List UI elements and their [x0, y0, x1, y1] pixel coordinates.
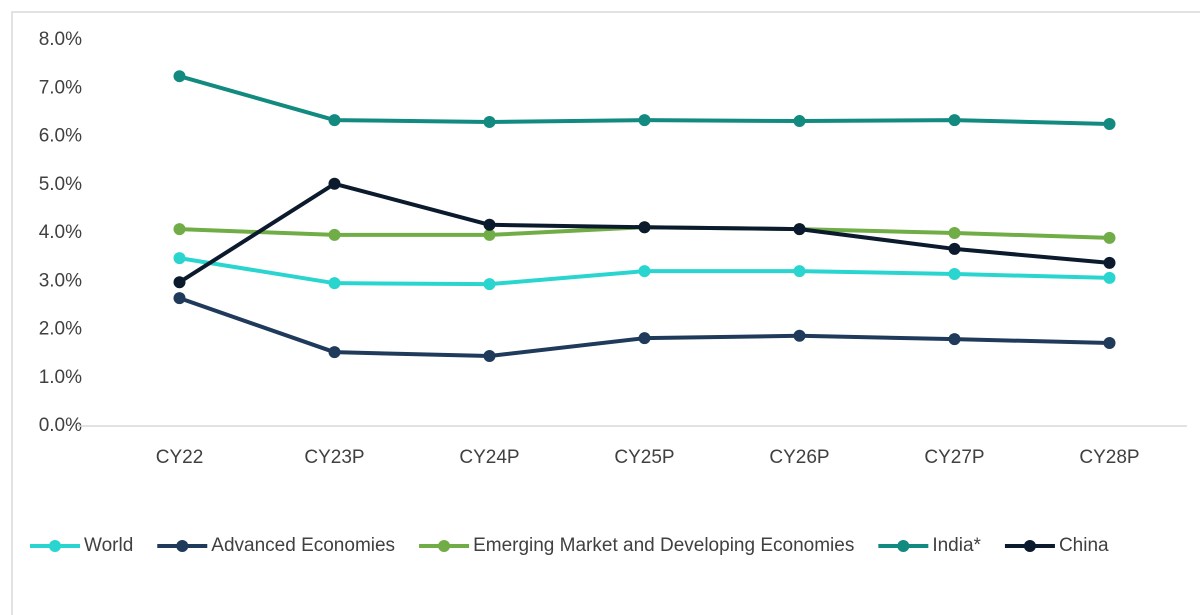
point: [1103, 256, 1116, 269]
x-tick-label: CY23P: [304, 447, 364, 468]
y-tick-label: 6.0%: [39, 126, 82, 147]
point: [483, 116, 496, 129]
legend-label: Advanced Economies: [211, 535, 395, 556]
point: [328, 277, 341, 290]
legend-label: Emerging Market and Developing Economies: [473, 535, 854, 556]
y-tick-label: 1.0%: [39, 367, 82, 388]
legend-marker: [438, 540, 451, 552]
point: [173, 252, 186, 265]
point: [638, 332, 651, 345]
series-line: [178, 296, 1110, 359]
point: [638, 265, 651, 278]
point: [793, 329, 806, 342]
point: [483, 228, 496, 241]
point: [328, 346, 341, 359]
legend-label: India*: [932, 535, 981, 556]
point: [793, 223, 806, 236]
point: [483, 218, 496, 231]
point: [948, 268, 961, 281]
y-tick-label: 8.0%: [39, 29, 82, 50]
point: [1103, 271, 1116, 284]
y-tick-label: 3.0%: [39, 270, 82, 291]
legend-label: World: [84, 535, 133, 556]
point: [948, 242, 961, 255]
point: [638, 221, 651, 234]
point: [1103, 337, 1116, 350]
y-tick-label: 7.0%: [39, 77, 82, 98]
point: [483, 350, 496, 363]
legend-marker: [897, 540, 910, 552]
point: [483, 278, 496, 291]
point: [328, 177, 341, 190]
y-tick-label: 5.0%: [39, 174, 82, 195]
chart-frame: [11, 11, 1200, 615]
point: [948, 114, 961, 127]
point: [793, 115, 806, 128]
point: [1103, 231, 1116, 244]
x-tick-label: CY25P: [614, 447, 674, 468]
point: [173, 292, 186, 305]
point: [638, 114, 651, 127]
point: [948, 333, 961, 346]
point: [173, 276, 186, 289]
y-tick-label: 0.0%: [39, 415, 82, 436]
x-tick-label: CY26P: [769, 447, 829, 468]
legend-marker: [176, 540, 189, 552]
x-tick-label: CY27P: [924, 447, 984, 468]
y-tick-label: 4.0%: [39, 222, 82, 243]
point: [328, 228, 341, 241]
point: [328, 114, 341, 127]
x-tick-label: CY24P: [459, 447, 519, 468]
x-tick-label: CY22: [156, 447, 204, 468]
x-tick-label: CY28P: [1079, 447, 1139, 468]
legend-marker: [49, 540, 61, 552]
y-tick-label: 2.0%: [39, 319, 82, 340]
point: [173, 70, 186, 83]
legend-marker: [1023, 540, 1036, 552]
point: [793, 265, 806, 278]
point: [173, 223, 186, 236]
point: [1103, 117, 1116, 130]
legend-label: China: [1059, 535, 1109, 556]
point: [948, 227, 961, 239]
